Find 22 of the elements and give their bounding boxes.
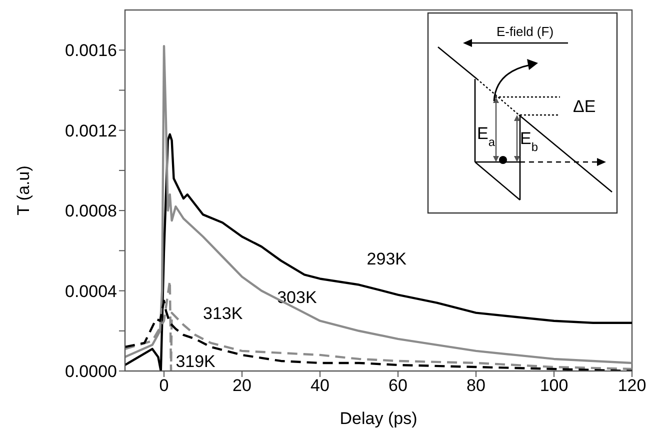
y-tick-label: 0.0012 xyxy=(65,121,117,140)
x-tick-label: 20 xyxy=(232,376,252,396)
x-tick-label: 60 xyxy=(388,376,408,396)
annotation: E-field (F) xyxy=(496,24,554,39)
annotation: E$_{b}$ xyxy=(520,129,538,154)
x-tick-label: 0 xyxy=(159,376,169,396)
y-tick-label: 0.0004 xyxy=(65,282,117,301)
annotation: ΔE xyxy=(573,97,596,116)
x-tick-label: 80 xyxy=(466,376,486,396)
series-label: 303K xyxy=(277,288,318,307)
series-label: 319K xyxy=(176,352,216,371)
x-tick-label: 40 xyxy=(310,376,330,396)
annotation: E$_{a}$ xyxy=(477,124,496,149)
series-label: 293K xyxy=(366,250,408,269)
y-tick-label: 0.0008 xyxy=(65,202,117,221)
x-tick-label: 100 xyxy=(540,376,568,396)
x-axis-title: Delay (ps) xyxy=(340,409,418,428)
series-label: 313K xyxy=(203,304,244,323)
y-tick-label: 0.0000 xyxy=(65,362,117,382)
y-tick-label: 0.0016 xyxy=(65,41,117,60)
y-axis-title: T (a.u) xyxy=(14,166,34,216)
x-tick-label: 120 xyxy=(618,376,646,396)
